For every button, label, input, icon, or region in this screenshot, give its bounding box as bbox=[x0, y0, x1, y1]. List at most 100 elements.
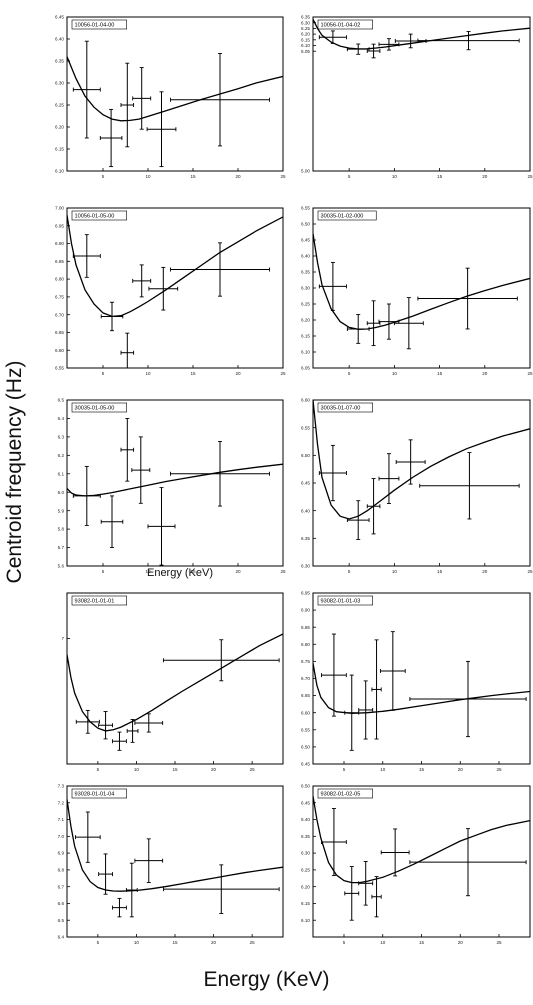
data-point bbox=[417, 31, 520, 51]
data-point bbox=[371, 639, 382, 740]
panel-title-box bbox=[317, 210, 377, 221]
y-tick-label: 7.3 bbox=[58, 784, 65, 789]
data-point bbox=[409, 660, 527, 738]
plot-frame bbox=[66, 207, 284, 369]
plot-area bbox=[313, 400, 530, 540]
data-point bbox=[344, 866, 360, 921]
x-tick-label: 25 bbox=[280, 569, 286, 574]
y-tick-label: 6.0 bbox=[58, 490, 65, 495]
data-point bbox=[366, 478, 381, 535]
data-point bbox=[409, 828, 527, 897]
plot-frame bbox=[312, 207, 531, 369]
panel-title: 93082-01-01-03 bbox=[321, 599, 361, 605]
y-tick-label: 6.65 bbox=[55, 330, 64, 335]
y-tick-label: 6.40 bbox=[55, 37, 64, 42]
x-tick-label: 25 bbox=[527, 174, 533, 179]
y-tick-label: 6.85 bbox=[301, 625, 310, 630]
data-point bbox=[100, 495, 124, 549]
y-tick-label: 6.50 bbox=[301, 222, 310, 227]
data-point bbox=[98, 711, 113, 740]
data-point bbox=[132, 264, 152, 298]
y-tick-label: 6.35 bbox=[301, 834, 310, 839]
x-tick-label: 25 bbox=[250, 767, 256, 772]
x-tick-label: 10 bbox=[392, 174, 398, 179]
plot-frame bbox=[66, 16, 284, 172]
data-point bbox=[134, 838, 164, 883]
y-tick-label: 6.40 bbox=[301, 817, 310, 822]
y-tick-label: 6.65 bbox=[301, 693, 310, 698]
plot-area bbox=[67, 214, 283, 368]
panel-title: 10056-01-04-02 bbox=[321, 23, 361, 29]
y-tick-label: 6.6 bbox=[58, 901, 65, 906]
panel-x-axis-label: Energy (KeV) bbox=[147, 567, 213, 579]
panel-title-box bbox=[317, 402, 374, 413]
plot-area bbox=[67, 799, 283, 918]
y-tick-label: 6.20 bbox=[55, 125, 64, 130]
x-tick-label: 10 bbox=[380, 940, 386, 945]
x-tick-label: 25 bbox=[496, 767, 502, 772]
panel-title: 93082-01-01-01 bbox=[75, 599, 115, 605]
panel-title-box bbox=[71, 402, 128, 413]
y-tick-label: 6.05 bbox=[301, 366, 310, 371]
y-tick-label: 6.90 bbox=[301, 608, 310, 613]
x-tick-label: 20 bbox=[482, 174, 488, 179]
y-tick-label: 6.30 bbox=[301, 286, 310, 291]
data-point bbox=[75, 709, 100, 734]
y-tick-label: 6.60 bbox=[301, 398, 310, 403]
y-tick-label: 6.5 bbox=[58, 398, 65, 403]
chart-panel-2: 5 10 15 20 25 5.00 6.056.106.156.206.256.306.3… bbox=[301, 15, 533, 179]
data-point bbox=[120, 62, 135, 148]
x-tick-label: 5 bbox=[348, 371, 351, 376]
y-tick-label: 6.75 bbox=[55, 294, 64, 299]
data-point bbox=[125, 862, 138, 918]
data-point bbox=[358, 861, 374, 906]
data-point bbox=[344, 674, 360, 751]
data-point bbox=[131, 436, 151, 504]
x-tick-label: 5 bbox=[343, 940, 346, 945]
model-curve bbox=[67, 463, 283, 497]
y-tick-label: 6.55 bbox=[55, 366, 64, 371]
y-tick-label: 7.1 bbox=[58, 817, 65, 822]
y-tick-label: 6.15 bbox=[301, 901, 310, 906]
x-tick-label: 15 bbox=[437, 371, 443, 376]
model-curve bbox=[313, 795, 530, 884]
chart-panel-7: 5 10 15 20 25 7 93082-01-01-01 bbox=[61, 592, 284, 772]
x-tick-label: 10 bbox=[134, 940, 140, 945]
y-tick-label: 6.70 bbox=[55, 312, 64, 317]
x-tick-label: 10 bbox=[145, 569, 151, 574]
y-tick-label: 6.4 bbox=[58, 935, 65, 940]
panel-title-box bbox=[317, 788, 374, 799]
y-tick-label: 6.20 bbox=[301, 32, 310, 37]
x-tick-label: 20 bbox=[235, 174, 241, 179]
data-point bbox=[318, 30, 347, 44]
y-tick-label: 6.70 bbox=[301, 676, 310, 681]
y-tick-label: 6.10 bbox=[301, 918, 310, 923]
y-tick-label: 6.1 bbox=[58, 471, 65, 476]
data-point bbox=[148, 266, 179, 311]
x-tick-label: 10 bbox=[380, 767, 386, 772]
y-tick-label: 6.75 bbox=[301, 659, 310, 664]
y-tick-label: 6.05 bbox=[301, 49, 310, 54]
model-curve bbox=[67, 214, 283, 318]
x-tick-label: 25 bbox=[527, 569, 533, 574]
data-point bbox=[379, 631, 406, 711]
model-curve bbox=[313, 19, 530, 50]
x-tick-label: 15 bbox=[172, 940, 178, 945]
y-tick-label: 6.10 bbox=[301, 350, 310, 355]
data-point bbox=[318, 444, 347, 502]
y-tick-label: 6.2 bbox=[58, 453, 65, 458]
y-tick-label: 6.95 bbox=[301, 591, 310, 596]
data-point bbox=[366, 43, 381, 59]
x-tick-label: 25 bbox=[250, 940, 256, 945]
y-tick-label: 6.3 bbox=[58, 434, 65, 439]
x-tick-label: 15 bbox=[190, 371, 196, 376]
y-tick-label: 5.6 bbox=[58, 564, 65, 569]
y-tick-label: 6.45 bbox=[301, 481, 310, 486]
plot-frame bbox=[312, 592, 531, 765]
panel-title-box bbox=[71, 595, 128, 606]
data-point bbox=[132, 67, 152, 130]
x-tick-label: 15 bbox=[419, 940, 425, 945]
y-tick-label: 6.55 bbox=[301, 727, 310, 732]
y-tick-label: 6.60 bbox=[55, 348, 64, 353]
data-point bbox=[393, 297, 424, 350]
